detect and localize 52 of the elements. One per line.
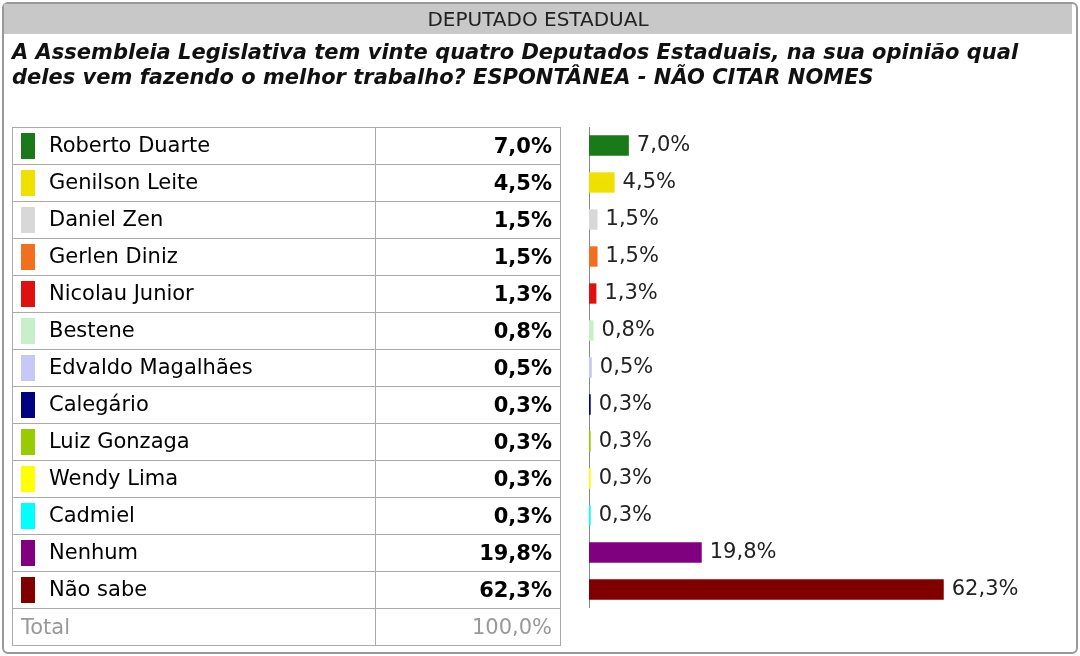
text: 100,0%	[375, 608, 561, 646]
y-tick-label: Não sabe	[12, 571, 376, 609]
text: 0,8%	[601, 316, 655, 341]
y-tick-label: Wendy Lima	[12, 460, 376, 498]
bar	[589, 172, 615, 193]
text: 0,3%	[598, 501, 653, 526]
text: 7,0%	[636, 131, 691, 156]
data-label: 0,3%	[375, 386, 561, 424]
y-tick-label: Bestene	[12, 312, 376, 350]
y-tick-label: Luiz Gonzaga	[12, 423, 376, 461]
y-tick-label: Daniel Zen	[12, 201, 376, 239]
bar	[589, 246, 598, 267]
y-tick-label: Nicolau Junior	[12, 275, 376, 313]
data-label: 19,8%	[375, 534, 561, 572]
chart-title: DEPUTADO ESTADUAL	[4, 4, 1072, 34]
text: 1,5%	[605, 205, 659, 230]
data-label: 4,5%	[375, 164, 561, 202]
data-label: 0,8%	[375, 312, 561, 350]
text: 62,3%	[951, 575, 1019, 600]
chart-subtitle: A Assembleia Legislativa tem vinte quatro Deputados Estaduais, na sua opinião qual deles vem fazendo o melhor trabalho? ESPONTÂNEA - NÃO CITAR NOMES	[12, 40, 1020, 90]
data-label: 0,3%	[375, 423, 561, 461]
y-tick-label: Calegário	[12, 386, 376, 424]
text: 0,5%	[599, 353, 654, 378]
y-tick-label: Genilson Leite	[12, 164, 376, 202]
text: Total	[12, 608, 376, 646]
text: 1,3%	[604, 279, 658, 304]
data-label: 1,5%	[375, 201, 561, 239]
bar	[589, 542, 702, 563]
data-label: 7,0%	[375, 127, 561, 165]
bar	[589, 357, 592, 378]
text: 0,3%	[598, 390, 653, 415]
y-tick-label: Roberto Duarte	[12, 127, 376, 165]
text: 1,5%	[605, 242, 659, 267]
bar	[589, 579, 944, 600]
data-label: 62,3%	[375, 571, 561, 609]
y-tick-label: Nenhum	[12, 534, 376, 572]
data-label: 1,3%	[375, 275, 561, 313]
text: 19,8%	[709, 538, 777, 563]
bar	[589, 320, 594, 341]
data-label: 0,3%	[375, 497, 561, 535]
data-label: 0,3%	[375, 460, 561, 498]
data-label: 1,5%	[375, 238, 561, 276]
text: 0,3%	[598, 427, 653, 452]
y-tick-label: Cadmiel	[12, 497, 376, 535]
y-tick-label: Gerlen Diniz	[12, 238, 376, 276]
bar	[589, 283, 597, 304]
bar	[589, 209, 598, 230]
text: 0,3%	[598, 464, 653, 489]
data-label: 0,5%	[375, 349, 561, 387]
y-tick-label: Edvaldo Magalhães	[12, 349, 376, 387]
bar	[589, 135, 629, 156]
text: 4,5%	[622, 168, 676, 193]
